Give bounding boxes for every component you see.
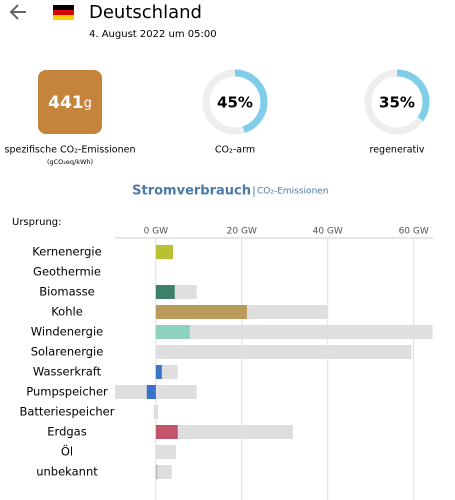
category-label: Kohle <box>51 305 83 319</box>
ring-arc <box>364 69 430 135</box>
production-bar <box>155 425 178 439</box>
tab-separator: | <box>252 184 256 197</box>
category-label: Pumpspeicher <box>26 385 108 399</box>
capacity-bar <box>155 385 197 399</box>
intensity-label: spezifische CO₂-Emissionen <box>5 145 136 156</box>
tab-active[interactable]: Stromverbrauch <box>132 184 251 199</box>
category-label: Solarenergie <box>31 345 104 359</box>
axis-title: Ursprung: <box>12 217 62 228</box>
ring-arc <box>202 69 268 135</box>
capacity-bar <box>153 405 156 419</box>
category-label: Biomasse <box>39 285 94 299</box>
production-bar <box>146 385 156 399</box>
ring-value: 45% <box>217 94 253 112</box>
production-bar <box>155 365 162 379</box>
category-label: Windenergie <box>31 325 103 339</box>
production-bar <box>155 465 158 479</box>
capacity-bar <box>155 345 412 359</box>
capacity-bar <box>115 385 156 399</box>
capacity-bar <box>155 325 433 339</box>
intensity-unit: (gCO₂eq/kWh) <box>47 158 93 166</box>
date: 4. August 2022 um 05:00 <box>89 29 217 40</box>
production-bar <box>155 245 174 259</box>
intensity-box <box>38 70 102 134</box>
production-bar <box>155 285 175 299</box>
category-label: Wasserkraft <box>33 365 102 379</box>
x-tick-label: 0 GW <box>144 227 169 237</box>
back-arrow[interactable] <box>9 4 26 20</box>
category-label: Batteriespeicher <box>19 405 114 419</box>
ring-label: CO₂-arm <box>215 145 255 156</box>
x-tick-label: 40 GW <box>313 227 343 237</box>
intensity-value: 441g <box>48 93 92 113</box>
category-label: Kernenergie <box>32 245 101 259</box>
flag <box>53 5 74 20</box>
country-title: Deutschland <box>89 2 202 23</box>
capacity-bar <box>155 425 293 439</box>
category-label: Erdgas <box>47 425 86 439</box>
production-bar <box>155 305 247 319</box>
capacity-bar <box>155 465 172 479</box>
production-bar <box>155 325 190 339</box>
x-tick-label: 60 GW <box>399 227 429 237</box>
tab-other[interactable]: CO₂-Emissionen <box>257 187 329 197</box>
x-tick-label: 20 GW <box>227 227 257 237</box>
category-label: Geothermie <box>33 265 101 279</box>
capacity-bar <box>155 445 177 459</box>
capacity-bar <box>155 405 158 419</box>
category-label: unbekannt <box>36 465 98 479</box>
category-label: Öl <box>61 443 73 459</box>
ring-value: 35% <box>379 94 415 112</box>
ring-label: regenerativ <box>370 145 425 156</box>
